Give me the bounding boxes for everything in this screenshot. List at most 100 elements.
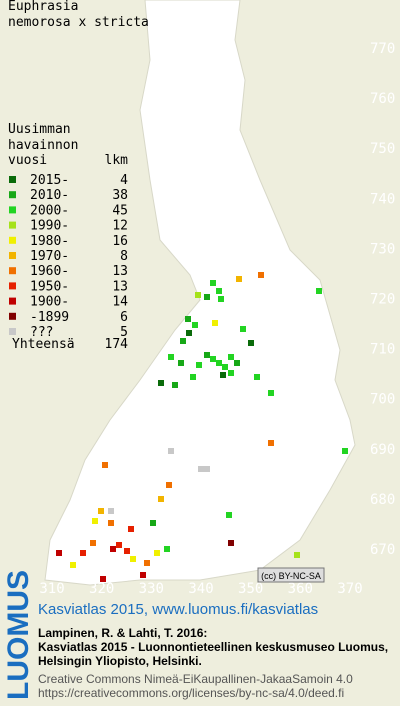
y-tick-label: 750 [370,141,395,157]
legend-swatch [9,312,16,320]
observation-square [185,316,191,322]
observation-square [216,360,222,366]
observation-square [294,552,300,558]
legend-swatch [9,267,16,275]
legend-swatch [9,176,16,183]
legend-heading: havainnon [8,138,78,153]
x-tick-label: 330 [139,581,164,597]
observation-square [166,482,172,488]
x-tick-label: 340 [188,581,213,597]
observation-square [254,374,260,380]
observation-square [92,518,98,524]
y-tick-label: 720 [370,292,395,308]
observation-square [212,320,218,326]
observation-square [210,356,216,362]
legend-label: 1950- [30,279,69,294]
legend-count: 6 [120,310,128,325]
observation-square [236,276,242,282]
y-tick-label: 700 [370,392,395,408]
legend-swatch [9,221,16,229]
legend-swatch [9,282,16,290]
observation-square [128,526,134,532]
observation-square [108,520,114,526]
legend-column: vuosi [8,153,47,168]
observation-square [198,466,204,472]
observation-square [226,512,232,518]
observation-square [258,272,264,278]
legend-total: 174 [105,337,129,352]
observation-square [150,520,156,526]
observation-square [196,362,202,368]
legend-label: ??? [30,325,53,340]
observation-square [204,294,210,300]
legend-swatch [9,206,16,214]
x-tick-label: 320 [89,581,114,597]
observation-square [268,390,274,396]
observation-squares [56,272,348,582]
observation-square [168,448,174,454]
observation-square [100,576,106,582]
observation-square [130,556,136,562]
legend-swatch [9,252,16,259]
x-tick-label: 370 [337,581,362,597]
observation-square [154,550,160,556]
observation-square [220,372,226,378]
y-tick-label: 710 [370,342,395,358]
observation-square [268,440,274,446]
observation-square [124,548,130,554]
observation-square [204,466,210,472]
legend-count: 5 [120,325,128,340]
legend-count: 8 [120,249,128,264]
citation: Kasviatlas 2015 - Luonnontieteellinen ke… [38,640,388,654]
observation-square [110,546,116,552]
observation-square [228,370,234,376]
observation-square [90,540,96,546]
legend-count: 38 [112,188,128,203]
legend-label: 1960- [30,264,69,279]
y-tick-label: 670 [370,542,395,558]
observation-square [168,354,174,360]
legend-count: 14 [112,295,128,310]
legend-label: 1970- [30,249,69,264]
title: Euphrasia [8,0,78,14]
legend-total-label: Yhteensä [12,337,75,352]
observation-square [234,360,240,366]
brand: LUOMUS [2,570,35,700]
footer-link: Kasviatlas 2015, www.luomus.fi/kasviatla… [38,601,318,618]
observation-square [216,288,222,294]
observation-square [218,296,224,302]
license-text: https://creativecommons.org/licenses/by-… [38,686,344,700]
license-badge: (cc) BY-NC-SA [257,567,325,583]
x-tick-label: 360 [288,581,313,597]
observation-square [56,550,62,556]
legend-swatch [9,297,16,305]
observation-square [342,448,348,454]
citation: Lampinen, R. & Lahti, T. 2016: [38,626,207,640]
legend-label: -1899 [30,310,69,325]
legend-heading: Uusimman [8,122,71,137]
observation-square [316,288,322,294]
y-tick-label: 730 [370,241,395,257]
y-tick-label: 680 [370,492,395,508]
y-tick-label: 760 [370,91,395,107]
observation-square [240,326,246,332]
axes: 770 760 750 740 730 720 710 700 690 680 670 310 320 3… [39,41,395,597]
legend-swatch [9,191,16,199]
legend-count: 12 [112,219,128,234]
legend-count: 16 [112,234,128,249]
citation: Helsingin Yliopisto, Helsinki. [38,654,202,668]
legend: Uusimman havainnon vuosi lkm 2015- 4 2010-… [8,122,128,352]
observation-square [158,380,164,386]
y-tick-label: 740 [370,191,395,207]
legend-label: 2000- [30,203,69,218]
observation-square [248,340,254,346]
legend-swatch [9,236,16,244]
legend-column: lkm [105,153,129,168]
observation-square [164,546,170,552]
observation-square [102,462,108,468]
observation-square [190,374,196,380]
observation-square [180,338,186,344]
legend-label: 1990- [30,219,69,234]
